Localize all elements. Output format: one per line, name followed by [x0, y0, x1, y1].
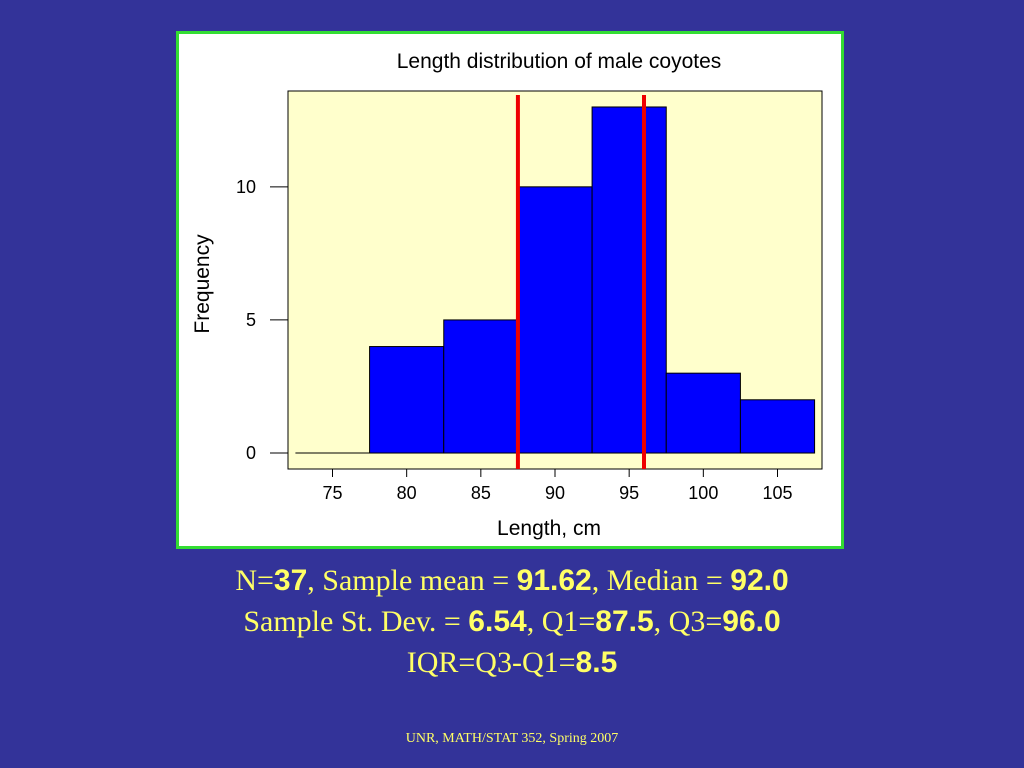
- median-value: 92.0: [730, 564, 789, 597]
- y-axis-label: Frequency: [191, 234, 214, 334]
- mean-label: , Sample mean =: [307, 564, 517, 597]
- histogram-bar: [517, 186, 593, 454]
- histogram-bar: [665, 372, 741, 454]
- quartile-markers: [515, 95, 646, 469]
- bars-group: [295, 106, 816, 454]
- x-axis: 75 80 85 90 95 100 105: [322, 469, 793, 503]
- n-label: N=: [235, 564, 274, 597]
- x-tick-label: 80: [397, 483, 417, 503]
- x-tick-label: 105: [762, 483, 792, 503]
- x-tick-label: 95: [619, 483, 639, 503]
- sd-value: 6.54: [468, 605, 527, 638]
- y-tick-label: 10: [236, 177, 256, 197]
- q1-value: 87.5: [595, 605, 654, 638]
- histogram-bar: [739, 399, 816, 454]
- histogram-chart: 75 80 85 90 95 100 105 0 5 10 Length distributio…: [191, 50, 823, 540]
- n-value: 37: [273, 564, 308, 597]
- x-tick-label: 100: [688, 483, 718, 503]
- stats-line-1: N=37, Sample mean = 91.62, Median = 92.0: [0, 561, 1024, 601]
- median-label: , Median =: [591, 564, 731, 597]
- histogram-bar: [443, 319, 519, 454]
- stats-line-3: IQR=Q3-Q1=8.5: [0, 643, 1024, 683]
- sd-label: Sample St. Dev. =: [243, 605, 469, 638]
- figure-panel: 75 80 85 90 95 100 105 0 5 10 Length distributio…: [176, 31, 844, 549]
- stats-line-2: Sample St. Dev. = 6.54, Q1=87.5, Q3=96.0: [0, 602, 1024, 642]
- iqr-value: 8.5: [575, 646, 618, 679]
- y-tick-label: 5: [246, 310, 256, 330]
- histogram-bar: [591, 106, 667, 454]
- x-tick-label: 85: [471, 483, 491, 503]
- x-axis-label: Length, cm: [497, 517, 601, 540]
- q3-value: 96.0: [722, 605, 781, 638]
- q3-label: , Q3=: [653, 605, 723, 638]
- y-axis: 0 5 10: [236, 177, 288, 463]
- x-tick-label: 90: [545, 483, 565, 503]
- y-tick-label: 0: [246, 443, 256, 463]
- histogram-bar: [369, 346, 445, 454]
- mean-value: 91.62: [516, 564, 592, 597]
- x-tick-label: 75: [322, 483, 342, 503]
- footer: UNR, MATH/STAT 352, Spring 2007: [405, 731, 619, 746]
- iqr-label: IQR=Q3-Q1=: [406, 646, 576, 679]
- q1-label: , Q1=: [526, 605, 596, 638]
- chart-title: Length distribution of male coyotes: [397, 50, 722, 73]
